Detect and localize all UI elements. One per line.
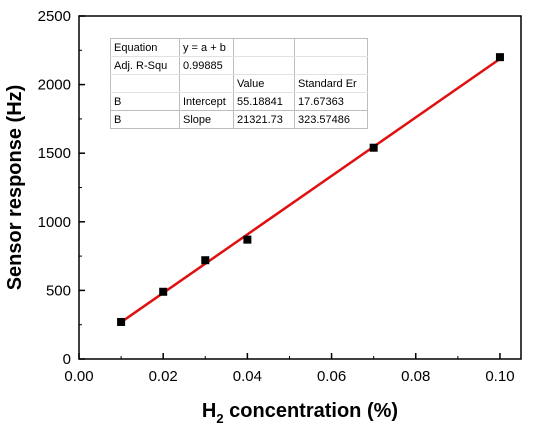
fit-table-cell [294,38,368,57]
fit-results-table: Equation y = a + b Adj. R-Squ 0.99885 Value S… [110,38,368,129]
fit-table-cell: B [110,110,180,129]
x-axis-title: H2 concentration (%) [202,400,398,426]
y-tick-label-1: 500 [46,282,71,299]
fit-table-cell: y = a + b [179,38,234,57]
fit-table-cell: Equation [110,38,180,57]
fit-table-cell: 323.57486 [294,110,368,129]
fit-table-cell [179,74,234,93]
x-tick-label-2: 0.04 [233,368,262,385]
fit-table-cell [110,74,180,93]
fit-table-cell: Slope [179,110,234,129]
y-tick-label-0: 0 [63,351,71,368]
fit-table-cell: Standard Er [294,74,368,93]
data-point-0 [117,317,126,326]
fit-table-row: Adj. R-Squ 0.99885 [110,56,368,75]
x-tick-label-0: 0.00 [64,368,93,385]
fit-table-cell: 0.99885 [179,56,234,75]
x-tick-label-4: 0.08 [401,368,430,385]
fit-table-cell [233,56,295,75]
y-axis: 0 500 1000 1500 2000 2500 [38,8,85,368]
fit-table-cell [233,38,295,57]
x-tick-label-3: 0.06 [317,368,346,385]
plot-content [117,53,504,326]
x-tick-label-5: 0.10 [485,368,514,385]
fit-table-row: B Intercept 55.18841 17.67363 [110,92,368,111]
fit-table-cell: 21321.73 [233,110,295,129]
fit-table-row: Value Standard Er [110,74,368,93]
fit-table-row: B Slope 21321.73 323.57486 [110,110,368,129]
fit-table-cell: Intercept [179,92,234,111]
fit-table-cell: 55.18841 [233,92,295,111]
x-tick-label-1: 0.02 [149,368,178,385]
y-tick-label-4: 2000 [38,77,71,94]
x-axis-title-main: H [202,400,216,422]
y-tick-label-5: 2500 [38,8,71,25]
x-axis-title-rest: concentration (%) [224,400,398,422]
data-point-1 [159,287,168,296]
data-point-3 [243,235,252,244]
x-axis: 0.00 0.02 0.04 0.06 0.08 0.10 [64,353,515,385]
data-point-2 [201,256,210,265]
y-axis-title: Sensor response (Hz) [4,85,26,291]
y-tick-label-3: 1500 [38,145,71,162]
fit-table-cell: 17.67363 [294,92,368,111]
fit-table-cell: Value [233,74,295,93]
fit-table-cell [294,56,368,75]
fit-line [120,57,501,324]
fit-table-cell: Adj. R-Squ [110,56,180,75]
y-tick-label-2: 1000 [38,214,71,231]
data-point-5 [495,53,504,62]
fit-table-cell: B [110,92,180,111]
data-point-4 [369,143,378,152]
x-axis-title-subscript: 2 [216,411,223,426]
fit-table-row: Equation y = a + b [110,38,368,57]
